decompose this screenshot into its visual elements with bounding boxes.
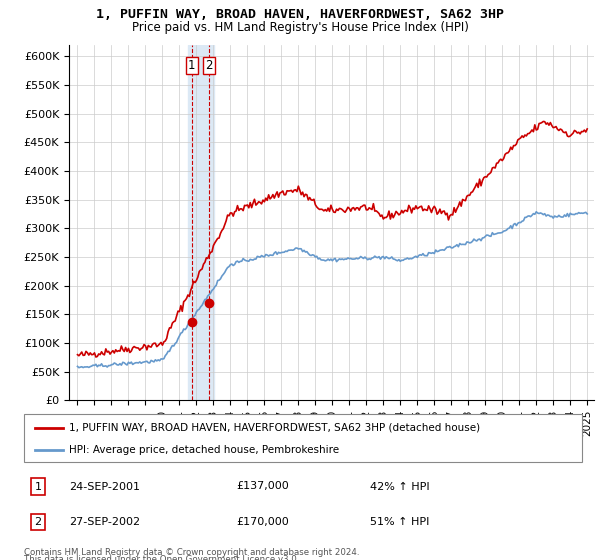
Text: This data is licensed under the Open Government Licence v3.0.: This data is licensed under the Open Gov… xyxy=(24,556,299,560)
Text: 24-SEP-2001: 24-SEP-2001 xyxy=(68,482,140,492)
Text: 1: 1 xyxy=(34,482,41,492)
Text: 42% ↑ HPI: 42% ↑ HPI xyxy=(370,482,430,492)
Text: HPI: Average price, detached house, Pembrokeshire: HPI: Average price, detached house, Pemb… xyxy=(68,445,339,455)
Text: 27-SEP-2002: 27-SEP-2002 xyxy=(68,517,140,527)
Text: Contains HM Land Registry data © Crown copyright and database right 2024.: Contains HM Land Registry data © Crown c… xyxy=(24,548,359,557)
Text: Price paid vs. HM Land Registry's House Price Index (HPI): Price paid vs. HM Land Registry's House … xyxy=(131,21,469,34)
Text: 1, PUFFIN WAY, BROAD HAVEN, HAVERFORDWEST, SA62 3HP (detached house): 1, PUFFIN WAY, BROAD HAVEN, HAVERFORDWES… xyxy=(68,423,480,433)
Text: 2: 2 xyxy=(205,59,213,72)
Text: 1: 1 xyxy=(188,59,196,72)
Text: 2: 2 xyxy=(34,517,41,527)
Bar xyxy=(188,45,214,400)
Text: £170,000: £170,000 xyxy=(236,517,289,527)
Text: 1, PUFFIN WAY, BROAD HAVEN, HAVERFORDWEST, SA62 3HP: 1, PUFFIN WAY, BROAD HAVEN, HAVERFORDWES… xyxy=(96,8,504,21)
Text: £137,000: £137,000 xyxy=(236,482,289,492)
Text: 51% ↑ HPI: 51% ↑ HPI xyxy=(370,517,430,527)
